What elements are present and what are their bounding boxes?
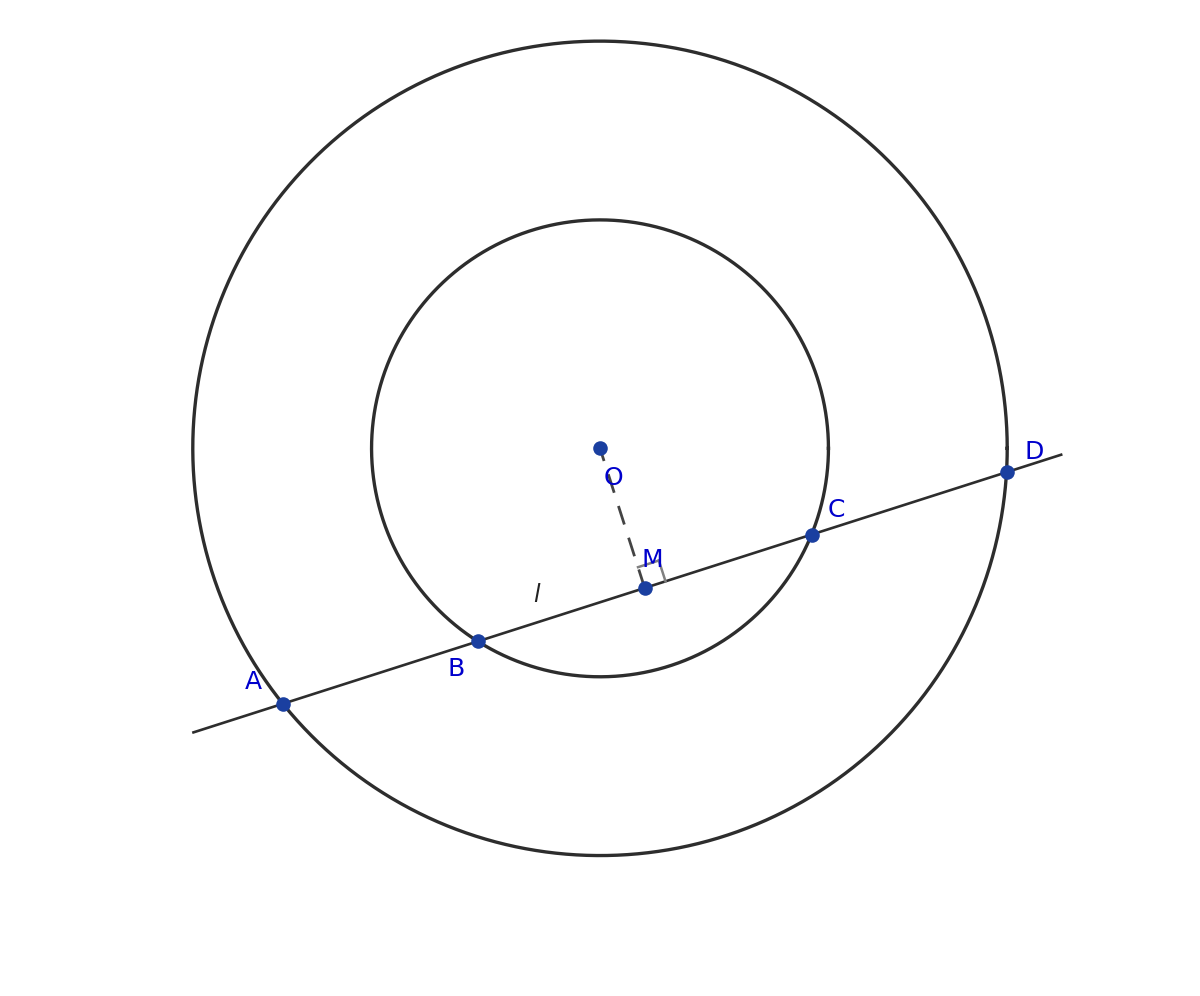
Text: A: A <box>245 670 262 694</box>
Point <box>274 696 293 712</box>
Text: B: B <box>448 657 464 681</box>
Point <box>590 440 610 456</box>
Point <box>468 633 487 649</box>
Text: C: C <box>828 498 845 522</box>
Text: D: D <box>1025 440 1044 464</box>
Point <box>635 580 654 596</box>
Point <box>802 527 821 543</box>
Text: M: M <box>642 548 664 572</box>
Text: O: O <box>604 466 624 490</box>
Point <box>997 464 1016 480</box>
Text: l: l <box>533 583 540 607</box>
